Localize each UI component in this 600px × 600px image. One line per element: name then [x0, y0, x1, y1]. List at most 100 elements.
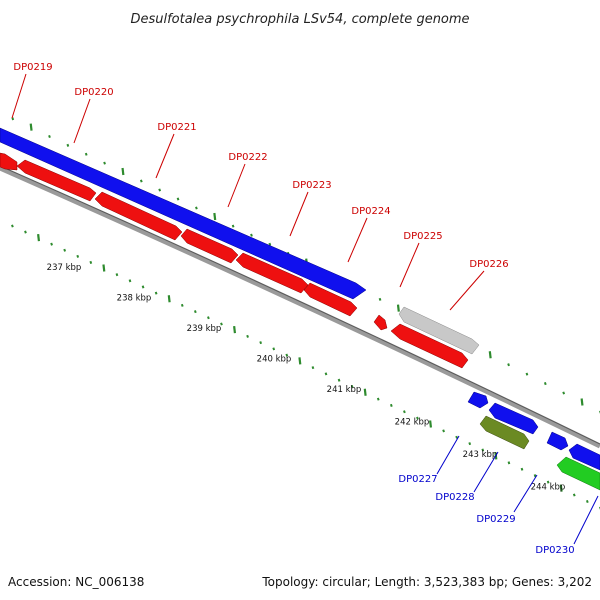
gene-label-dp0224[interactable]: DP0224: [351, 206, 390, 217]
minor-tick: [350, 384, 354, 389]
minor-tick: [546, 480, 550, 484]
minor-tick: [268, 242, 272, 246]
major-tick: [233, 326, 237, 334]
gene-DP0222-feature[interactable]: [94, 191, 183, 241]
minor-tick: [158, 188, 162, 192]
gene-DP0219-feature[interactable]: [0, 152, 18, 171]
minor-tick: [389, 403, 393, 407]
major-tick: [429, 420, 433, 428]
green-feature[interactable]: [556, 456, 600, 491]
minor-tick: [311, 366, 315, 370]
leader-line: [573, 495, 599, 545]
gene-DP0228-feature[interactable]: [488, 402, 539, 435]
leader-line: [399, 242, 420, 288]
minor-tick: [507, 461, 511, 465]
gene-label-dp0220[interactable]: DP0220: [74, 87, 113, 98]
gene-label-dp0230[interactable]: DP0230: [535, 545, 574, 556]
minor-tick: [84, 152, 88, 156]
leader-line: [347, 217, 368, 263]
leader-line: [73, 98, 91, 144]
minor-tick: [48, 134, 51, 138]
rna-feature[interactable]: [398, 306, 480, 355]
major-tick: [121, 167, 125, 176]
minor-tick: [195, 206, 198, 210]
minor-tick: [525, 372, 529, 376]
minor-tick: [250, 233, 253, 237]
major-tick: [213, 212, 217, 221]
minor-tick: [139, 179, 143, 183]
minor-tick: [378, 297, 382, 301]
minor-tick: [141, 285, 145, 289]
gene-DP0221-feature[interactable]: [16, 159, 97, 202]
minor-tick: [154, 291, 158, 295]
leader-line: [155, 133, 175, 179]
minor-tick: [285, 353, 289, 357]
major-tick: [37, 233, 41, 242]
gene-label-dp0221[interactable]: DP0221: [157, 122, 196, 133]
gene-DP0225-feature[interactable]: [303, 282, 358, 317]
kbp-tick-label: 241 kbp: [327, 385, 362, 395]
gene-DP0223-feature[interactable]: [180, 228, 239, 264]
gene-label-dp0229[interactable]: DP0229: [476, 514, 515, 525]
inner-tick-ring: [11, 224, 600, 510]
gene-DP0226-feature[interactable]: [390, 323, 469, 369]
gene-label-dp0228[interactable]: DP0228: [435, 492, 474, 503]
minor-tick: [259, 341, 263, 345]
gene-label-dp0222[interactable]: DP0222: [228, 152, 267, 163]
gene-DP0225b-feature[interactable]: [373, 314, 388, 331]
gene-DP0230-feature[interactable]: [568, 443, 600, 471]
leader-line: [227, 163, 246, 208]
minor-tick: [176, 197, 180, 201]
minor-tick: [103, 161, 106, 165]
major-tick: [363, 388, 367, 396]
minor-tick: [180, 303, 184, 307]
kbp-tick-label: 243 kbp: [463, 450, 498, 460]
major-tick: [396, 304, 400, 312]
minor-tick: [193, 310, 197, 314]
olive-feature[interactable]: [479, 415, 530, 450]
gene-DP0224-feature[interactable]: [235, 252, 309, 294]
gene-DP0220-feature[interactable]: [0, 127, 367, 300]
backbone-ring: [0, 165, 600, 449]
minor-tick: [272, 347, 276, 351]
minor-tick: [324, 372, 328, 376]
kbp-tick-label: 238 kbp: [117, 294, 152, 304]
map-title: Desulfotalea psychrophila LSv54, complet…: [130, 12, 469, 27]
kbp-tick-label: 242 kbp: [395, 418, 430, 428]
major-tick: [298, 357, 302, 365]
minor-tick: [66, 143, 70, 147]
major-tick: [102, 264, 106, 272]
minor-tick: [89, 260, 93, 264]
minor-tick: [562, 391, 566, 395]
leader-line: [289, 191, 309, 237]
minor-tick: [376, 397, 380, 401]
kbp-tick-label: 240 kbp: [257, 355, 292, 365]
major-tick: [29, 123, 33, 131]
minor-tick: [572, 493, 576, 497]
gene-DP0227-feature[interactable]: [467, 391, 489, 409]
minor-tick: [115, 273, 119, 277]
minor-tick: [520, 467, 524, 471]
major-tick: [167, 295, 171, 303]
gene-label-dp0219[interactable]: DP0219: [13, 62, 52, 73]
minor-tick: [585, 499, 589, 504]
minor-tick: [468, 442, 472, 446]
kbp-tick-label: 237 kbp: [47, 263, 82, 273]
leader-line: [11, 73, 27, 119]
gene-label-dp0226[interactable]: DP0226: [469, 259, 508, 270]
gene-label-dp0227[interactable]: DP0227: [398, 474, 437, 485]
gene-label-dp0225[interactable]: DP0225: [403, 231, 442, 242]
gene-DP0229-feature[interactable]: [546, 431, 569, 451]
reverse-strand-features: [0, 152, 469, 369]
genome-summary-text: Topology: circular; Length: 3,523,383 bp…: [261, 575, 592, 589]
minor-tick: [63, 248, 67, 252]
minor-tick: [337, 378, 341, 382]
minor-tick: [11, 224, 14, 228]
minor-tick: [416, 416, 419, 420]
kbp-tick-labels: 237 kbp 238 kbp 239 kbp 240 kbp 241 kbp 242 k…: [47, 263, 566, 493]
major-tick: [488, 351, 492, 359]
gene-label-dp0223[interactable]: DP0223: [292, 180, 331, 191]
backbone-ring-edge: [0, 165, 600, 445]
minor-tick: [481, 448, 485, 452]
